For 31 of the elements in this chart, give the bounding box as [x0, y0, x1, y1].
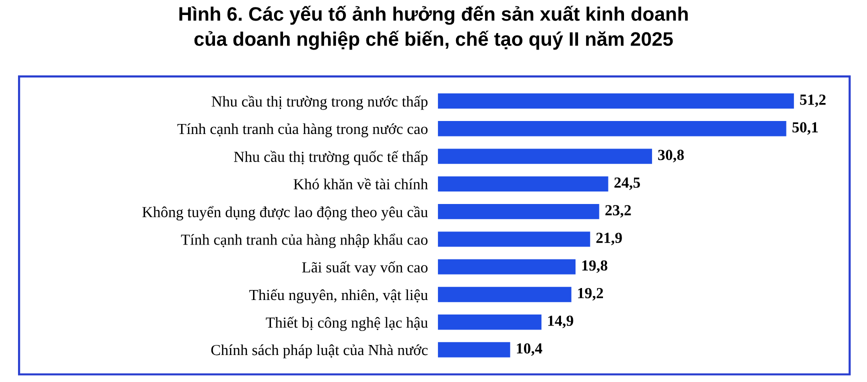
bar — [438, 314, 542, 330]
y-tick-label: Nhu cầu thị trường trong nước thấp — [212, 95, 428, 110]
y-tick-label: Không tuyển dụng được lao động theo yêu cầu — [142, 206, 428, 220]
y-tick-label: Lãi suất vay vốn cao — [302, 261, 428, 276]
data-label: 21,9 — [596, 232, 622, 246]
data-label: 51,2 — [800, 94, 826, 108]
data-label: 19,8 — [582, 260, 608, 273]
bar — [438, 286, 572, 302]
y-tick-label: Thiếu nguyên, nhiên, vật liệu — [249, 288, 428, 304]
chart-title: Hình 6. Các yếu tố ảnh hưởng đến sản xuất kinh doanh của doanh nghiệp chế biến, chế tạo quý II năm 2025 — [179, 6, 688, 50]
y-tick-label: Thiết bị công nghệ lạc hậu — [266, 316, 428, 331]
bar — [438, 121, 786, 136]
y-tick-label: Nhu cầu thị trường quốc tế thấp — [234, 150, 428, 166]
data-label: 23,2 — [605, 205, 631, 218]
data-label: 10,4 — [516, 343, 542, 356]
y-tick-label: Tính cạnh tranh của hàng nhập khẩu cao — [181, 234, 428, 248]
bar — [438, 342, 510, 358]
bar — [438, 259, 576, 274]
bar — [438, 204, 600, 220]
y-tick-label: Chính sách pháp luật của Nhà nước — [211, 344, 428, 358]
data-label: 14,9 — [548, 316, 574, 328]
bar — [438, 148, 652, 164]
data-label: 24,5 — [614, 177, 640, 190]
bar — [438, 232, 590, 247]
bar — [438, 93, 794, 109]
data-label: 50,1 — [792, 122, 818, 135]
y-tick-label: Khó khăn về tài chính — [294, 178, 428, 190]
y-tick-label: Tính cạnh tranh của hàng trong nước cao — [177, 123, 428, 138]
bar — [438, 176, 608, 192]
data-label: 19,2 — [578, 288, 604, 301]
data-label: 30,8 — [658, 150, 684, 162]
